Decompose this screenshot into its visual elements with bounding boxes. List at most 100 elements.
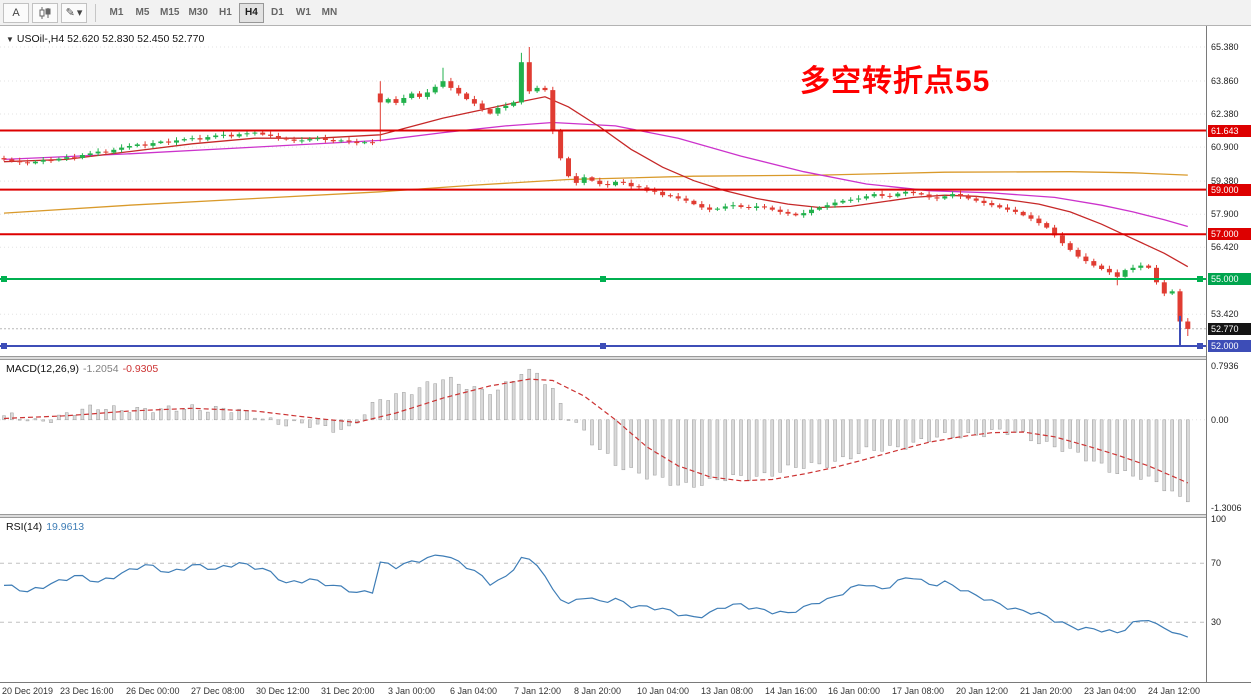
- macd-histogram-bar: [159, 408, 163, 421]
- macd-signal-value: -0.9305: [122, 363, 159, 375]
- candle: [942, 196, 948, 199]
- macd-histogram-bar: [1037, 419, 1041, 445]
- macd-histogram-bar: [237, 408, 241, 421]
- drawing-tools-dropdown[interactable]: ✎ ▾: [61, 2, 87, 23]
- rsi-panel-canvas[interactable]: [0, 518, 1206, 682]
- candle: [895, 193, 901, 197]
- macd-histogram-bar: [527, 368, 532, 421]
- timeframe-button-m15[interactable]: M15: [156, 3, 183, 23]
- time-tick: 26 Dec 00:00: [126, 686, 180, 696]
- toolbar-separator: [95, 3, 96, 22]
- candle: [322, 138, 328, 140]
- line-handle[interactable]: [1197, 343, 1203, 349]
- candle: [158, 141, 164, 144]
- candle: [1, 158, 7, 160]
- line-handle[interactable]: [600, 343, 606, 349]
- candle: [1020, 211, 1026, 216]
- macd-label: MACD(12,26,9) -1.2054 -0.9305: [6, 363, 158, 375]
- macd-histogram-bar: [1107, 419, 1112, 473]
- candle: [56, 158, 62, 161]
- candle: [283, 138, 289, 140]
- macd-histogram-bar: [1052, 419, 1057, 448]
- candle: [1052, 227, 1058, 236]
- candle: [910, 191, 916, 194]
- candle: [174, 140, 179, 143]
- panel-divider[interactable]: [0, 514, 1251, 518]
- macd-histogram-bar: [1146, 419, 1151, 477]
- candle: [754, 206, 760, 208]
- candle: [401, 98, 407, 103]
- timeframe-button-h1[interactable]: H1: [213, 3, 238, 23]
- macd-histogram-bar: [817, 419, 822, 465]
- time-axis[interactable]: 20 Dec 2019 23 Dec 16:00 26 Dec 00:00 27 De…: [0, 682, 1251, 699]
- time-tick: 23 Jan 04:00: [1084, 686, 1137, 696]
- macd-axis-label: 0.00: [1211, 414, 1229, 425]
- macd-histogram-bar: [229, 412, 234, 421]
- price-badge-blue: 52.000: [1208, 340, 1251, 352]
- candle: [699, 204, 705, 208]
- price-badge-red: 57.000: [1208, 228, 1251, 241]
- macd-histogram-bar: [982, 419, 986, 438]
- candle: [64, 157, 70, 159]
- macd-histogram-bar: [605, 419, 610, 454]
- main-chart-canvas[interactable]: [0, 26, 1206, 356]
- line-handle[interactable]: [1, 343, 7, 349]
- candle: [260, 132, 266, 135]
- candle: [762, 206, 767, 208]
- candle: [213, 135, 219, 138]
- macd-histogram-bar: [1139, 419, 1143, 480]
- timeframe-button-d1[interactable]: D1: [265, 3, 290, 23]
- price-axis[interactable]: 65.380 63.860 62.380 60.900 59.380 57.900 56.4…: [1206, 26, 1251, 682]
- panel-divider[interactable]: [0, 356, 1251, 360]
- candle: [87, 153, 93, 155]
- macd-histogram-bar: [182, 409, 187, 421]
- timeframe-button-m30[interactable]: M30: [184, 3, 211, 23]
- candle: [566, 158, 571, 177]
- line-handle[interactable]: [1197, 276, 1203, 282]
- candle: [550, 90, 556, 132]
- candle: [1091, 261, 1097, 266]
- candle: [424, 92, 430, 97]
- candle: [620, 181, 626, 183]
- macd-histogram-bar: [519, 374, 524, 421]
- macd-histogram-bar: [292, 419, 296, 422]
- macd-histogram-bar: [260, 418, 265, 421]
- time-tick: 6 Jan 04:00: [450, 686, 498, 696]
- candle: [981, 200, 987, 203]
- macd-histogram-bar: [504, 381, 508, 421]
- candle: [769, 207, 775, 210]
- candle: [299, 140, 305, 142]
- timeframe-button-mn[interactable]: MN: [317, 3, 342, 23]
- line-handle[interactable]: [600, 276, 606, 282]
- macd-main-value: -1.2054: [82, 363, 119, 375]
- timeframe-button-m5[interactable]: M5: [130, 3, 155, 23]
- timeframe-button-h4[interactable]: H4: [238, 2, 264, 23]
- macd-histogram-bar: [1005, 419, 1010, 435]
- macd-histogram-bar: [809, 419, 814, 463]
- collapse-icon[interactable]: ▼: [6, 35, 14, 44]
- macd-histogram-bar: [127, 412, 132, 421]
- macd-histogram-bar: [135, 407, 140, 421]
- price-label: 62.380: [1211, 109, 1239, 119]
- timeframe-button-m1[interactable]: M1: [104, 3, 129, 23]
- timeframe-button-w1[interactable]: W1: [291, 3, 316, 23]
- candle: [1036, 218, 1042, 224]
- line-handle[interactable]: [1, 276, 7, 282]
- macd-histogram-bar: [950, 419, 955, 438]
- candle: [926, 194, 932, 198]
- macd-histogram-bar: [582, 419, 586, 431]
- symbols-button[interactable]: A: [3, 2, 29, 23]
- candle: [558, 131, 564, 159]
- chart-type-button[interactable]: [32, 2, 58, 23]
- time-tick: 7 Jan 12:00: [514, 686, 562, 696]
- candle: [1161, 282, 1167, 294]
- macd-panel-canvas[interactable]: [0, 360, 1206, 514]
- candle: [17, 161, 23, 163]
- macd-histogram-bar: [276, 419, 281, 425]
- candle: [150, 143, 156, 146]
- macd-histogram-bar: [707, 419, 712, 479]
- macd-histogram-bar: [723, 419, 728, 482]
- macd-histogram-bar: [1013, 419, 1018, 433]
- candle: [824, 205, 830, 208]
- macd-histogram-bar: [17, 418, 22, 421]
